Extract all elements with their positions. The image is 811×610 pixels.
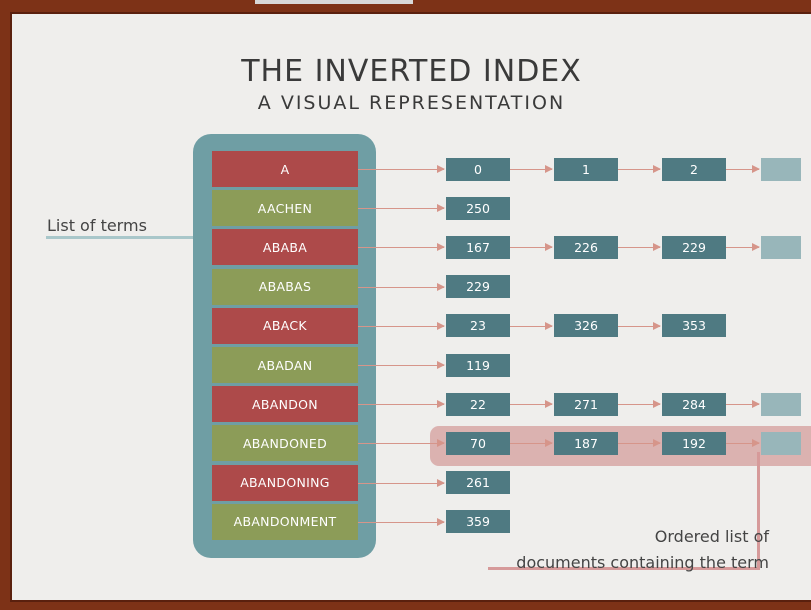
document-id: 226 — [554, 235, 618, 259]
term-cell: ABANDONMENT — [212, 503, 358, 540]
document-id: 167 — [446, 235, 510, 259]
term-cell: ABANDONED — [212, 425, 358, 462]
document-id: 2 — [662, 157, 726, 181]
document-id: 326 — [554, 314, 618, 338]
term-cell: ABANDONING — [212, 464, 358, 501]
posting-arrow — [726, 400, 760, 409]
posting-arrow — [510, 243, 553, 252]
document-id: 250 — [446, 196, 510, 220]
document-id: 119 — [446, 353, 510, 377]
top-tab-decoration — [255, 0, 413, 4]
posting-arrow — [358, 321, 445, 330]
posting-arrow — [726, 165, 760, 173]
posting-arrow — [358, 517, 445, 526]
posting-arrow — [358, 204, 445, 213]
posting-arrow — [726, 243, 760, 252]
document-id: 192 — [662, 431, 726, 455]
docs-label: Ordered list of documents containing the… — [516, 524, 769, 576]
posting-continuation — [761, 431, 801, 455]
posting-continuation — [761, 392, 801, 416]
document-id: 353 — [662, 314, 726, 338]
slide-subtitle: A VISUAL REPRESENTATION — [257, 92, 566, 114]
document-id: 1 — [554, 157, 618, 181]
document-id: 70 — [446, 431, 510, 455]
posting-arrow — [618, 165, 661, 173]
docs-label-line2: documents containing the term — [516, 553, 769, 572]
document-id: 284 — [662, 392, 726, 416]
document-id: 359 — [446, 510, 510, 534]
term-cell: A — [212, 151, 358, 187]
posting-arrow — [618, 243, 661, 252]
posting-arrow — [358, 165, 445, 173]
posting-arrow — [358, 282, 445, 291]
document-id: 187 — [554, 431, 618, 455]
docs-label-underline — [488, 567, 760, 570]
slide-title: THE INVERTED INDEX — [241, 54, 582, 89]
docs-label-line1: Ordered list of — [654, 527, 769, 546]
posting-arrow — [510, 400, 553, 409]
posting-arrow — [726, 439, 760, 448]
docs-label-connector — [757, 452, 760, 570]
document-id: 229 — [446, 275, 510, 299]
posting-arrow — [358, 439, 445, 448]
document-id: 0 — [446, 157, 510, 181]
term-cell: ABADAN — [212, 347, 358, 383]
posting-arrow — [358, 400, 445, 409]
posting-arrow — [358, 243, 445, 252]
posting-continuation — [761, 235, 801, 259]
posting-arrow — [358, 478, 445, 487]
posting-arrow — [618, 400, 661, 409]
slide: THE INVERTED INDEX A VISUAL REPRESENTATI… — [12, 14, 811, 600]
document-id: 23 — [446, 314, 510, 338]
term-cell: ABANDON — [212, 386, 358, 423]
terms-label: List of terms — [47, 216, 147, 235]
term-cell: ABABA — [212, 229, 358, 266]
document-id: 229 — [662, 235, 726, 259]
posting-arrow — [510, 321, 553, 330]
document-id: 271 — [554, 392, 618, 416]
terms-label-underline — [46, 236, 195, 239]
posting-arrow — [618, 439, 661, 448]
posting-continuation — [761, 157, 801, 181]
document-id: 261 — [446, 471, 510, 495]
posting-arrow — [618, 321, 661, 330]
term-cell: ABABAS — [212, 268, 358, 305]
term-cell: ABACK — [212, 307, 358, 344]
posting-arrow — [510, 439, 553, 448]
posting-arrow — [358, 361, 445, 369]
document-id: 22 — [446, 392, 510, 416]
term-cell: AACHEN — [212, 190, 358, 227]
posting-arrow — [510, 165, 553, 173]
